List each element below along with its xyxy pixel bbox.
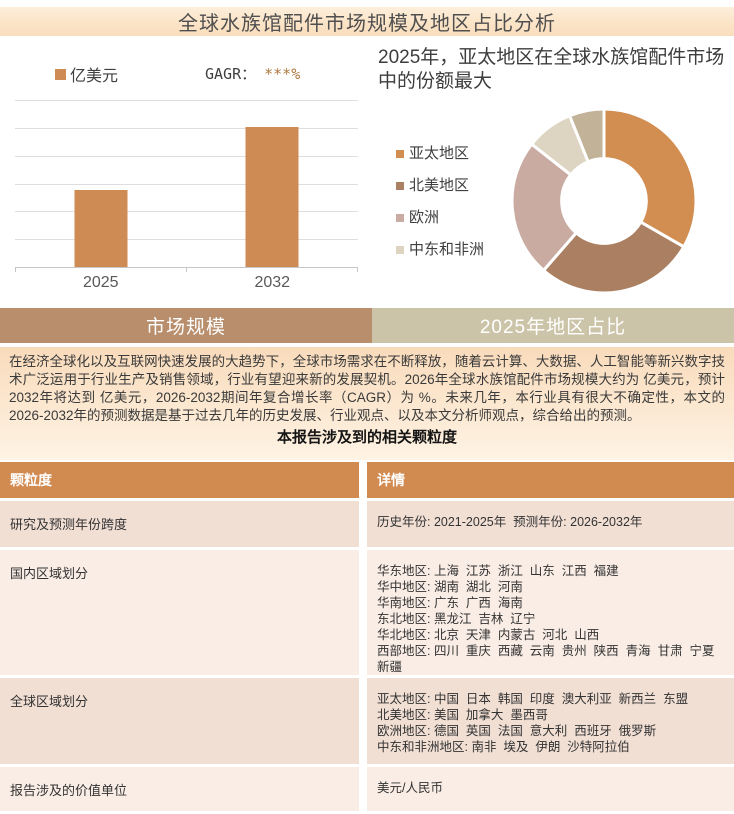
legend-swatch-icon xyxy=(55,68,66,80)
bar-chart-legend: 亿美元 xyxy=(55,62,118,86)
donut-slice-欧洲 xyxy=(510,142,579,273)
column-header-granularity: 颗粒度 xyxy=(0,462,359,498)
axis-tick xyxy=(357,267,358,272)
cell-details: 亚太地区: 中国 日本 韩国 印度 澳大利亚 新西兰 东盟 北美地区: 美国 加… xyxy=(367,678,734,764)
gridline xyxy=(15,156,358,157)
granularity-table: 颗粒度 详情 研究及预测年份跨度 历史年份: 2021-2025年 预测年份: 2… xyxy=(0,462,734,814)
tab-market-size[interactable]: 市场规模 xyxy=(0,308,372,343)
table-row: 国内区域划分 华东地区: 上海 江苏 浙江 山东 江西 福建 华中地区: 湖南 湖… xyxy=(0,550,734,675)
bar-chart-panel: 亿美元 GAGR： ***% 2025 2032 xyxy=(0,40,370,304)
gridline xyxy=(15,211,358,212)
legend-label: 欧洲 xyxy=(409,209,440,226)
cell-details: 美元/人民币 xyxy=(367,767,734,811)
table-header-row: 颗粒度 详情 xyxy=(0,462,734,498)
bar-2032 xyxy=(245,126,299,267)
donut-slice-亚太地区 xyxy=(602,107,698,249)
legend-swatch-icon xyxy=(396,246,404,254)
table-row: 研究及预测年份跨度 历史年份: 2021-2025年 预测年份: 2026-203… xyxy=(0,501,734,547)
gridline xyxy=(15,184,358,185)
legend-label: 亚太地区 xyxy=(409,145,470,162)
x-axis-labels: 2025 2032 xyxy=(15,274,358,292)
bar-plot-area xyxy=(15,100,359,272)
legend-label: 北美地区 xyxy=(409,177,470,194)
cell-granularity: 全球区域划分 xyxy=(0,678,359,764)
donut-chart xyxy=(510,107,698,295)
legend-label: 亿美元 xyxy=(70,68,119,85)
legend-swatch-icon xyxy=(396,214,404,222)
table-row: 全球区域划分 亚太地区: 中国 日本 韩国 印度 澳大利亚 新西兰 东盟 北美地区… xyxy=(0,678,734,764)
gridline xyxy=(15,100,358,101)
donut-legend: 亚太地区北美地区欧洲中东和非洲 xyxy=(396,144,488,272)
gridline xyxy=(15,128,358,129)
cell-granularity: 报告涉及的价值单位 xyxy=(0,767,359,811)
section-tabs: 市场规模 2025年地区占比 xyxy=(0,308,734,343)
donut-slice-unlabeled xyxy=(567,107,606,164)
cell-granularity: 研究及预测年份跨度 xyxy=(0,501,359,547)
legend-swatch-icon xyxy=(396,150,404,158)
gridline xyxy=(15,239,358,240)
donut-legend-item: 中东和非洲 xyxy=(396,240,488,260)
donut-chart-title: 2025年，亚太地区在全球水族馆配件市场中的份额最大 xyxy=(378,47,725,92)
x-axis-label: 2032 xyxy=(254,274,291,291)
cagr-masked-value: ***% xyxy=(264,65,301,83)
bar-2025 xyxy=(74,190,128,267)
x-axis-label: 2025 xyxy=(82,274,119,291)
bar-category-slot xyxy=(187,100,359,267)
axis-tick xyxy=(186,267,187,272)
donut-chart-panel: 2025年，亚太地区在全球水族馆配件市场中的份额最大 亚太地区北美地区欧洲中东和… xyxy=(370,40,734,304)
legend-swatch-icon xyxy=(396,182,404,190)
axis-tick xyxy=(15,267,16,272)
donut-slice-北美地区 xyxy=(541,220,686,295)
cell-granularity: 国内区域划分 xyxy=(0,550,359,675)
tab-region-share[interactable]: 2025年地区占比 xyxy=(372,308,734,343)
table-heading: 本报告涉及到的相关颗粒度 xyxy=(276,429,457,446)
title-banner: 全球水族馆配件市场规模及地区占比分析 xyxy=(0,7,734,36)
donut-legend-item: 北美地区 xyxy=(396,176,488,196)
cell-details: 历史年份: 2021-2025年 预测年份: 2026-2032年 xyxy=(367,501,734,547)
donut-legend-item: 亚太地区 xyxy=(396,144,488,164)
donut-legend-item: 欧洲 xyxy=(396,208,488,228)
cagr-annotation: GAGR： ***% xyxy=(205,63,300,84)
cagr-label: GAGR： xyxy=(205,65,257,83)
summary-paragraph: 在经济全球化以及互联网快速发展的大趋势下，全球市场需求在不断释放，随着云计算、大… xyxy=(9,354,725,423)
cell-details: 华东地区: 上海 江苏 浙江 山东 江西 福建 华中地区: 湖南 湖北 河南 华… xyxy=(367,550,734,675)
table-row: 报告涉及的价值单位 美元/人民币 xyxy=(0,767,734,811)
bar-category-slot xyxy=(15,100,187,267)
summary-section: 在经济全球化以及互联网快速发展的大趋势下，全球市场需求在不断释放，随着云计算、大… xyxy=(0,347,734,460)
table-body: 研究及预测年份跨度 历史年份: 2021-2025年 预测年份: 2026-203… xyxy=(0,501,734,811)
column-header-details: 详情 xyxy=(367,462,734,498)
legend-label: 中东和非洲 xyxy=(409,241,485,258)
page-title: 全球水族馆配件市场规模及地区占比分析 xyxy=(178,13,556,35)
